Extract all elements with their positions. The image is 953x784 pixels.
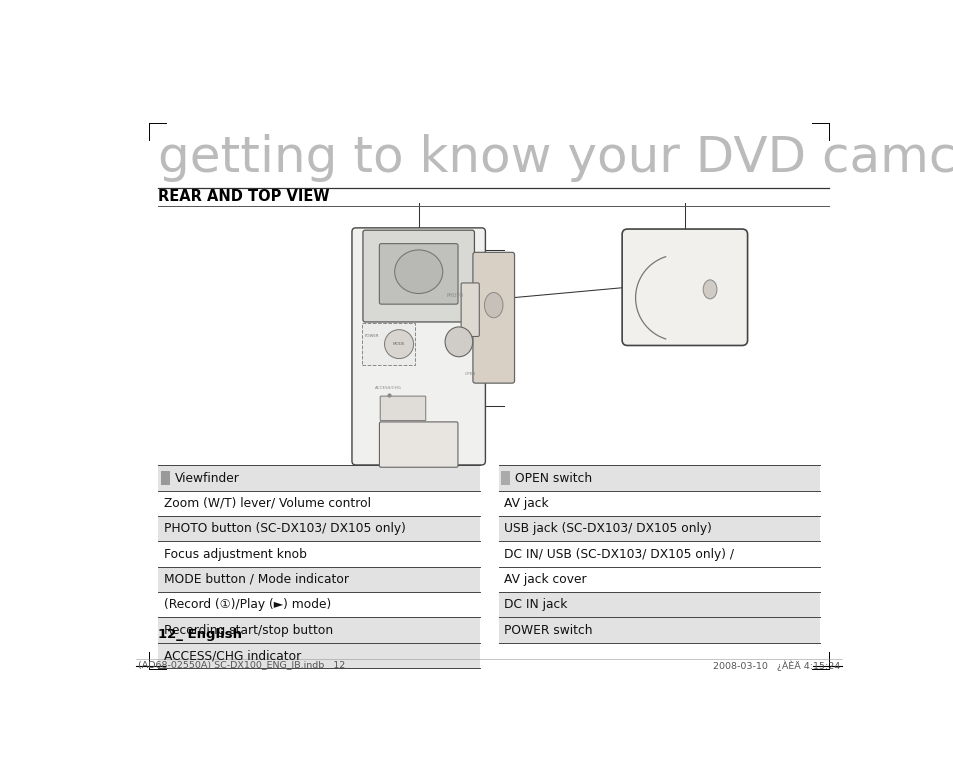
Text: 12_ English: 12_ English <box>158 628 242 641</box>
Text: REAR AND TOP VIEW: REAR AND TOP VIEW <box>158 189 330 205</box>
Text: AV jack: AV jack <box>504 497 549 510</box>
Text: 2008-03-10   ¿ÀÈÄ 4:15:24: 2008-03-10 ¿ÀÈÄ 4:15:24 <box>712 660 840 671</box>
Text: ACCESS/CHG indicator: ACCESS/CHG indicator <box>164 649 301 662</box>
FancyBboxPatch shape <box>352 228 485 465</box>
FancyBboxPatch shape <box>460 283 478 336</box>
Text: POWER switch: POWER switch <box>504 623 593 637</box>
Bar <box>158 516 479 542</box>
Bar <box>498 542 820 567</box>
Bar <box>158 466 479 491</box>
Ellipse shape <box>445 327 473 357</box>
Text: USB jack (SC-DX103/ DX105 only): USB jack (SC-DX103/ DX105 only) <box>504 522 712 535</box>
Bar <box>158 618 479 643</box>
Text: MODE button / Mode indicator: MODE button / Mode indicator <box>164 573 349 586</box>
FancyBboxPatch shape <box>362 230 474 322</box>
Text: (AD68-02550A) SC-DX100_ENG_IB.indb   12: (AD68-02550A) SC-DX100_ENG_IB.indb 12 <box>137 660 345 670</box>
Text: POWER: POWER <box>364 334 378 338</box>
FancyBboxPatch shape <box>379 244 457 304</box>
FancyBboxPatch shape <box>379 422 457 467</box>
Ellipse shape <box>484 292 502 318</box>
Ellipse shape <box>395 250 442 293</box>
Bar <box>158 567 479 592</box>
FancyBboxPatch shape <box>621 229 747 346</box>
Bar <box>498 516 820 542</box>
Bar <box>498 491 820 516</box>
Text: MODE: MODE <box>393 342 405 346</box>
Bar <box>498 567 820 592</box>
Bar <box>498 466 820 491</box>
Bar <box>158 491 479 516</box>
Text: DC IN jack: DC IN jack <box>504 598 567 612</box>
Bar <box>498 592 820 618</box>
Bar <box>158 542 479 567</box>
Text: Focus adjustment knob: Focus adjustment knob <box>164 547 307 561</box>
Text: Viewfinder: Viewfinder <box>174 471 239 485</box>
Bar <box>500 471 509 485</box>
FancyBboxPatch shape <box>380 396 425 420</box>
Text: AV jack cover: AV jack cover <box>504 573 586 586</box>
FancyBboxPatch shape <box>362 324 415 365</box>
Text: getting to know your DVD camcorder: getting to know your DVD camcorder <box>158 133 953 182</box>
FancyBboxPatch shape <box>473 252 514 383</box>
Bar <box>498 618 820 643</box>
Text: OPEN: OPEN <box>465 372 476 376</box>
Text: (Record (①)/Play (►) mode): (Record (①)/Play (►) mode) <box>164 598 332 612</box>
Text: DC IN/ USB (SC-DX103/ DX105 only) /: DC IN/ USB (SC-DX103/ DX105 only) / <box>504 547 734 561</box>
Bar <box>158 643 479 668</box>
Text: Zoom (W/T) lever/ Volume control: Zoom (W/T) lever/ Volume control <box>164 497 371 510</box>
Text: ACCESS/CHG: ACCESS/CHG <box>375 386 401 390</box>
Ellipse shape <box>702 280 717 299</box>
Text: OPEN switch: OPEN switch <box>515 471 591 485</box>
Text: PHOTO: PHOTO <box>446 293 463 299</box>
Text: Recording start/stop button: Recording start/stop button <box>164 623 334 637</box>
Text: PHOTO button (SC-DX103/ DX105 only): PHOTO button (SC-DX103/ DX105 only) <box>164 522 406 535</box>
Ellipse shape <box>384 330 414 358</box>
Bar <box>158 592 479 618</box>
Bar <box>160 471 170 485</box>
